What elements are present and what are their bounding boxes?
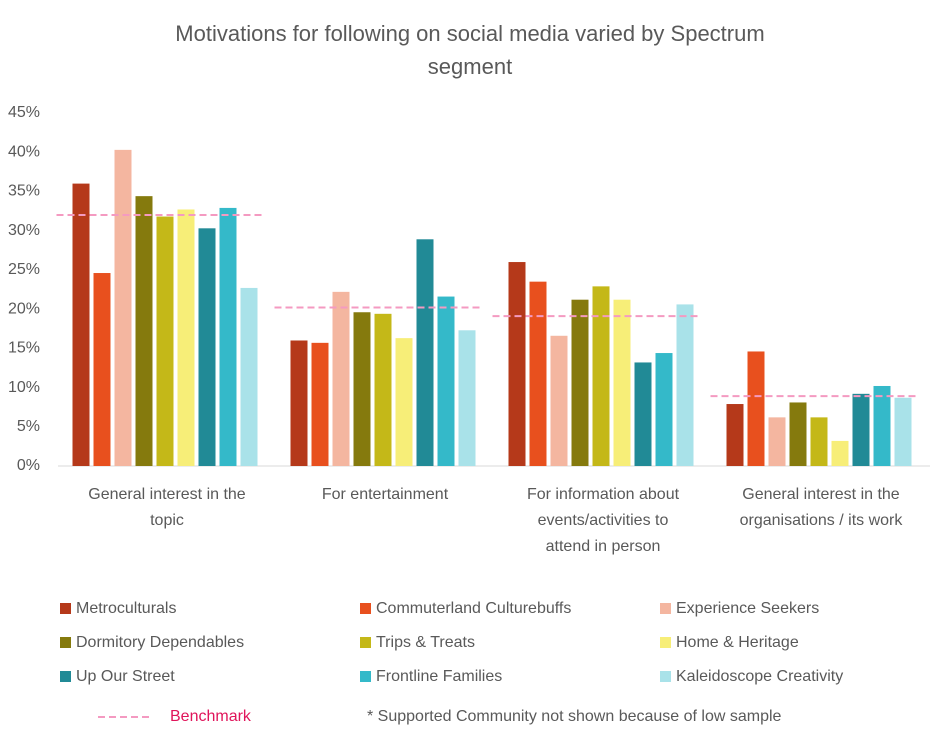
legend-label: Up Our Street <box>76 668 175 685</box>
bar <box>613 299 631 466</box>
bar <box>852 393 870 466</box>
legend-label: Trips & Treats <box>376 634 475 651</box>
y-tick-label: 10% <box>8 379 40 396</box>
legend-swatch <box>360 603 371 614</box>
x-tick-label: General interest in the organisations / i… <box>740 486 904 529</box>
legend-swatch <box>660 671 671 682</box>
bar <box>332 291 350 466</box>
y-tick-label: 40% <box>8 143 40 160</box>
bar <box>416 239 434 466</box>
bar <box>592 286 610 466</box>
legend-swatch <box>360 671 371 682</box>
legend-swatch <box>60 671 71 682</box>
bar <box>726 404 744 466</box>
y-tick-label: 5% <box>17 418 40 435</box>
bar <box>655 353 673 466</box>
bar <box>676 304 694 466</box>
footnote: * Supported Community not shown because … <box>367 708 782 725</box>
bar <box>508 262 526 466</box>
bar <box>219 207 237 466</box>
legend-label: Benchmark <box>170 708 252 725</box>
y-tick-label: 25% <box>8 261 40 278</box>
bar <box>290 340 308 466</box>
legend-label: Dormitory Dependables <box>76 634 244 651</box>
legend-label: Experience Seekers <box>676 600 819 617</box>
legend-label: Frontline Families <box>376 668 502 685</box>
bar <box>135 196 153 466</box>
y-tick-label: 30% <box>8 222 40 239</box>
y-tick-label: 15% <box>8 340 40 357</box>
legend-swatch <box>660 603 671 614</box>
bar <box>177 209 195 466</box>
y-tick-label: 45% <box>8 104 40 121</box>
bar <box>831 440 849 466</box>
bar <box>458 330 476 466</box>
bar <box>747 351 765 466</box>
bar <box>873 385 891 466</box>
bar <box>634 362 652 466</box>
bar <box>114 149 132 466</box>
bar <box>156 216 174 466</box>
legend-label: Kaleidoscope Creativity <box>676 668 843 685</box>
bar <box>198 228 216 466</box>
legend-swatch <box>60 637 71 648</box>
bar <box>789 402 807 466</box>
y-tick-label: 0% <box>17 457 40 474</box>
legend-label: Metroculturals <box>76 600 176 617</box>
y-tick-label: 35% <box>8 183 40 200</box>
x-tick-label: For entertainment <box>322 486 449 503</box>
bar <box>894 397 912 466</box>
bar <box>810 417 828 466</box>
x-tick-label: General interest in the topic <box>88 486 246 529</box>
chart-title: Motivations for following on social medi… <box>175 21 764 79</box>
bar <box>72 183 90 466</box>
bar <box>311 342 329 466</box>
legend-label: Home & Heritage <box>676 634 799 651</box>
bar <box>768 417 786 466</box>
legend-swatch <box>360 637 371 648</box>
bar <box>437 296 455 466</box>
x-tick-label: For information about events/activities t… <box>527 486 680 555</box>
bar <box>571 299 589 466</box>
bar <box>353 312 371 466</box>
bar <box>529 281 547 466</box>
legend-swatch <box>660 637 671 648</box>
bar <box>374 313 392 466</box>
bar <box>93 273 111 466</box>
legend-label: Commuterland Culturebuffs <box>376 600 571 617</box>
legend-swatch <box>60 603 71 614</box>
bar <box>395 338 413 466</box>
y-tick-label: 20% <box>8 300 40 317</box>
bar <box>240 287 258 466</box>
bar <box>550 335 568 466</box>
